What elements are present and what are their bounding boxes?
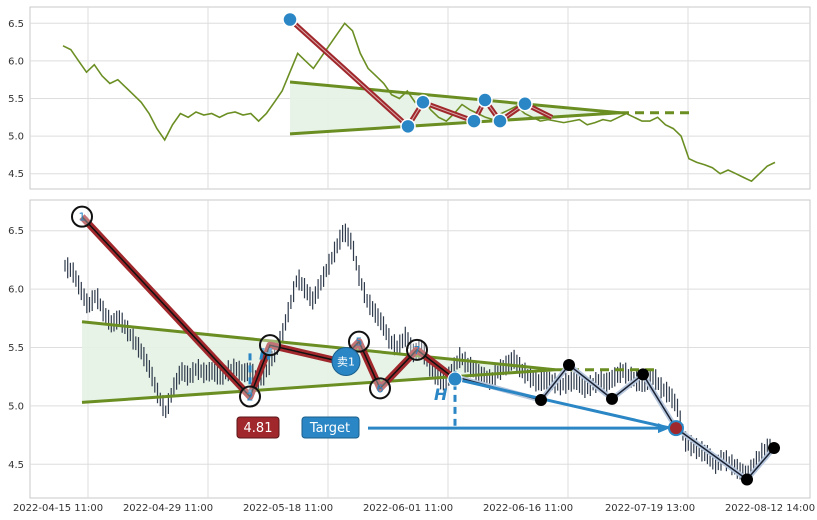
- top-ytick-label: 6.5: [8, 19, 24, 30]
- top-lower-trendline: [289, 111, 621, 136]
- sell-marker: [331, 347, 361, 377]
- bottom-xtick-label: 2022-04-29 11:00: [123, 503, 213, 514]
- forecast-arrow: [454, 377, 671, 430]
- path-point: [606, 392, 618, 405]
- breakout-point: [447, 371, 463, 387]
- pattern-point-marker: [348, 330, 370, 353]
- bottom-upper-trendline: [81, 320, 556, 372]
- pattern-point-marker: [259, 334, 281, 357]
- top-upper-trendline: [289, 80, 621, 115]
- top-ytick-label: 6.0: [8, 56, 24, 67]
- bottom-xtick-label: 2022-05-18 11:00: [243, 503, 333, 514]
- bottom-ytick-label: 6.5: [8, 226, 24, 237]
- bottom-xtick-label: 2022-07-19 13:00: [605, 503, 695, 514]
- top-pattern-point: [466, 113, 482, 129]
- top-pattern-point: [492, 113, 508, 129]
- bottom-xtick-label: 2022-08-12 14:00: [725, 503, 815, 514]
- top-pattern-layer: [282, 11, 695, 136]
- price-box: 4.81: [236, 416, 280, 439]
- path-point: [741, 473, 753, 486]
- top-pattern-point: [477, 92, 493, 108]
- pattern-point-label: 5: [356, 336, 363, 349]
- target-point: [668, 420, 684, 437]
- target-arrowhead: [658, 423, 670, 434]
- pattern-point-marker: [71, 205, 93, 228]
- top-pattern-point: [517, 96, 533, 112]
- top-pattern-point: [400, 118, 416, 135]
- pattern-point-marker: [239, 385, 261, 408]
- price-box-label: 4.81: [244, 421, 273, 436]
- pattern-point-label: 7: [414, 344, 421, 357]
- pattern-point-marker: [406, 338, 428, 361]
- top-pattern-point: [415, 94, 431, 111]
- bottom-panel-frame: [29, 199, 811, 499]
- target-box: Target: [301, 416, 360, 439]
- bottom-x-axis: 2022-04-15 11:00 2022-04-29 11:00 2022-05-…: [13, 503, 815, 514]
- top-ytick-label: 4.5: [8, 169, 24, 180]
- bottom-ytick-label: 5.0: [8, 401, 24, 412]
- bottom-xtick-label: 2022-04-15 11:00: [13, 503, 103, 514]
- bottom-lower-trendline: [81, 368, 556, 404]
- bottom-y-axis: 6.5 6.0 5.5 5.0 4.5: [8, 226, 24, 471]
- bottom-ytick-label: 6.0: [8, 285, 24, 296]
- path-point: [768, 441, 780, 454]
- top-y-axis: 6.5 6.0 5.5 5.0 4.5: [8, 19, 24, 180]
- top-ytick-label: 5.5: [8, 94, 24, 105]
- bottom-ytick-label: 4.5: [8, 460, 24, 471]
- target-box-label: Target: [309, 421, 350, 436]
- path-point: [563, 359, 575, 372]
- sell-marker-label: 卖1: [337, 356, 355, 369]
- top-pattern-point: [282, 11, 298, 28]
- path-point: [535, 394, 547, 407]
- bottom-ytick-label: 5.5: [8, 343, 24, 354]
- height-marker-right: H: [434, 385, 448, 404]
- pattern-point-label: 2: [247, 391, 254, 404]
- bottom-xtick-label: 2022-06-01 11:00: [363, 503, 453, 514]
- pattern-point-marker: [369, 377, 391, 400]
- path-point: [637, 368, 649, 381]
- pattern-point-label: 1: [79, 211, 86, 224]
- bottom-xtick-label: 2022-06-16 11:00: [483, 503, 573, 514]
- pattern-point-label: 6: [377, 382, 384, 395]
- top-ytick-label: 5.0: [8, 132, 24, 143]
